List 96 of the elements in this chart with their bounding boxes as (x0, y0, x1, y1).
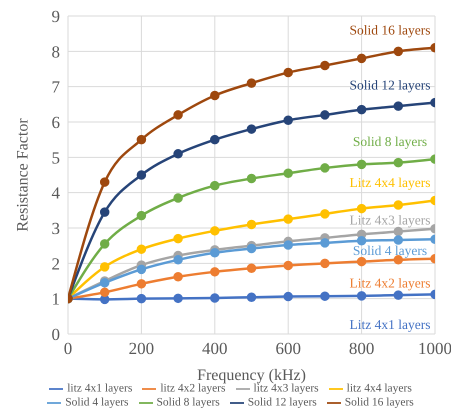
point (136, 134, 146, 144)
legend-label: litz 4x1 layers (67, 382, 132, 395)
point (394, 46, 404, 56)
point (246, 292, 256, 302)
point (320, 163, 330, 173)
point (283, 292, 293, 302)
y-tick-label: 7 (52, 78, 60, 97)
point (246, 244, 256, 254)
point (320, 258, 330, 268)
legend-label: Solid 4 layers (65, 396, 128, 409)
annotation: Litz 4x1 layers (350, 317, 430, 332)
point (173, 193, 183, 203)
annotation: Solid 16 layers (350, 22, 430, 38)
point (356, 256, 366, 266)
point (394, 226, 404, 236)
point (210, 267, 220, 277)
legend-label: litz 4x3 layers (254, 382, 319, 395)
legend-label: litz 4x4 layers (346, 382, 412, 395)
y-tick-label: 6 (52, 113, 60, 132)
point (100, 262, 110, 272)
x-tick-label: 200 (128, 339, 154, 358)
annotation: Litz 4x4 layers (350, 175, 430, 190)
point (210, 90, 220, 100)
y-tick-label: 4 (52, 184, 60, 203)
annotation: Litz 4x2 layers (350, 276, 430, 291)
y-tick-label: 3 (52, 219, 60, 238)
point (173, 294, 183, 304)
point (320, 238, 330, 248)
legend-label: Solid 12 layers (248, 396, 317, 409)
point (246, 174, 256, 184)
point (136, 244, 146, 254)
annotation: Solid 12 layers (350, 77, 430, 92)
point (283, 168, 293, 178)
point (356, 160, 366, 170)
point (210, 180, 220, 190)
point (100, 288, 110, 298)
point (246, 264, 256, 274)
point (394, 158, 404, 168)
y-tick-label: 5 (52, 148, 60, 168)
point (136, 279, 146, 289)
x-tick-label: 1000 (418, 339, 452, 358)
point (283, 260, 293, 270)
point (173, 255, 183, 265)
x-tick-label: 0 (64, 339, 72, 358)
x-tick-label: 800 (348, 339, 374, 358)
point (210, 293, 220, 303)
y-tick-label: 9 (52, 7, 60, 26)
point (100, 207, 110, 217)
point (173, 234, 183, 244)
point (246, 220, 256, 230)
point (210, 248, 220, 258)
point (394, 290, 404, 300)
legend-label: Solid 8 layers (156, 396, 220, 409)
annotation: Solid 8 layers (352, 134, 428, 149)
point (173, 110, 183, 120)
y-axis-title: Resistance Factor (14, 118, 32, 232)
point (136, 294, 146, 304)
y-tick-label: 1 (52, 290, 60, 309)
point (173, 272, 183, 282)
point (356, 104, 366, 114)
point (100, 177, 110, 187)
point (173, 149, 183, 159)
point (320, 110, 330, 120)
x-axis-title: Frequency (kHz) (197, 367, 306, 384)
point (356, 204, 366, 214)
annotation: Litz 4x3 layers (350, 212, 430, 228)
point (356, 236, 366, 246)
point (136, 170, 146, 180)
legend-label: litz 4x2 layers (160, 382, 226, 395)
point (356, 291, 366, 301)
point (210, 226, 220, 236)
point (320, 60, 330, 70)
point (246, 78, 256, 88)
point (100, 239, 110, 249)
point (320, 291, 330, 301)
point (283, 115, 293, 125)
point (394, 235, 404, 245)
x-tick-label: 400 (202, 339, 228, 358)
point (136, 264, 146, 274)
point (210, 134, 220, 144)
point (394, 200, 404, 210)
point (394, 101, 404, 111)
y-tick-label: 8 (52, 42, 60, 62)
point (283, 240, 293, 250)
point (283, 68, 293, 78)
x-tick-label: 600 (275, 339, 301, 358)
point (320, 209, 330, 219)
point (356, 54, 366, 64)
point (283, 214, 293, 224)
annotation: Solid 4 layers (352, 243, 428, 258)
y-tick-label: 0 (52, 325, 60, 344)
legend-label: Solid 16 layers (344, 396, 414, 409)
point (136, 210, 146, 220)
point (246, 124, 256, 134)
y-tick-label: 2 (52, 254, 60, 274)
point (100, 294, 110, 304)
